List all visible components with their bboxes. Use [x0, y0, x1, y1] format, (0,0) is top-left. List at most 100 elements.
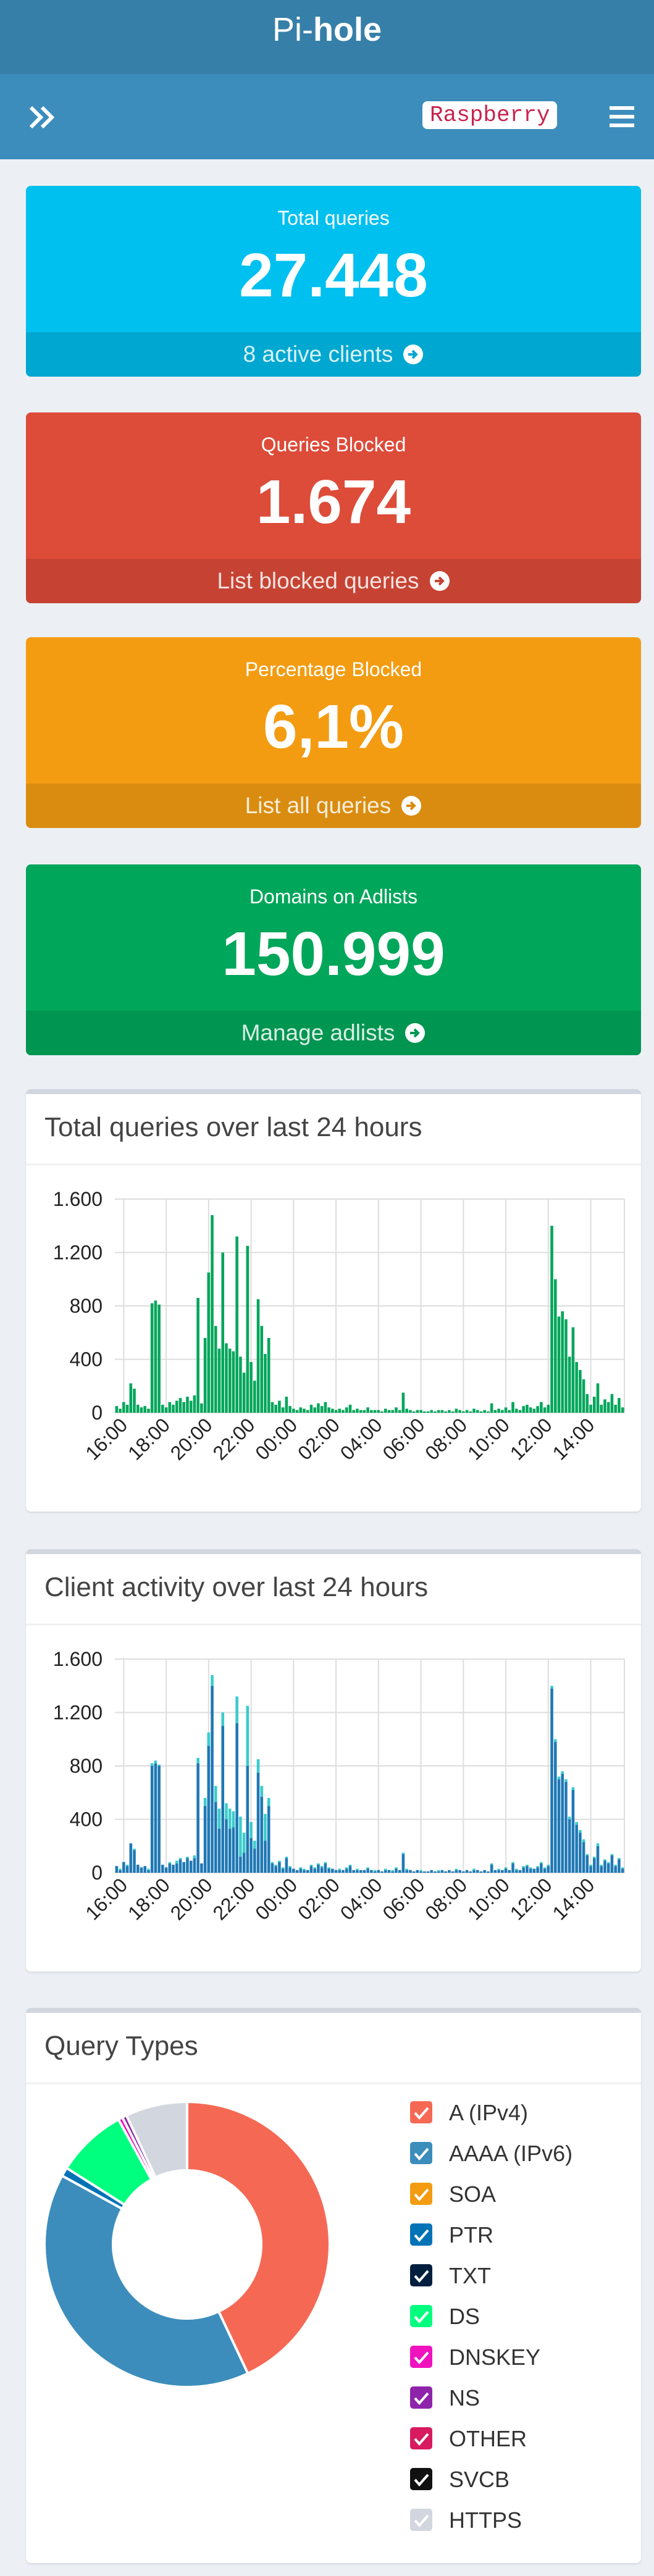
- bar: [246, 1245, 249, 1413]
- bar: [514, 1870, 518, 1873]
- bar: [306, 1410, 309, 1413]
- bar: [338, 1408, 342, 1413]
- bar: [154, 1763, 157, 1873]
- bar: [606, 1402, 610, 1413]
- legend-checkbox[interactable]: [410, 2142, 432, 2164]
- stat-link[interactable]: Manage adlists: [241, 1020, 395, 1045]
- bar: [154, 1760, 157, 1763]
- x-tick-label: 10:00: [463, 1873, 514, 1924]
- bar: [348, 1866, 352, 1873]
- bar: [412, 1411, 416, 1413]
- legend-label[interactable]: NS: [449, 2385, 480, 2411]
- x-tick-label: 00:00: [251, 1413, 301, 1464]
- stat-footer[interactable]: 8 active clients: [26, 332, 641, 377]
- bar: [610, 1854, 614, 1855]
- bar: [561, 1311, 564, 1413]
- bar: [175, 1860, 178, 1863]
- stat-title: Percentage Blocked: [245, 658, 422, 680]
- bar: [186, 1857, 189, 1859]
- stat-link[interactable]: List blocked queries: [217, 568, 419, 593]
- bar: [564, 1779, 568, 1782]
- bar: [281, 1407, 285, 1413]
- bar: [267, 1337, 270, 1413]
- legend-checkbox[interactable]: [410, 2346, 432, 2368]
- bar: [465, 1410, 469, 1413]
- legend-label[interactable]: DNSKEY: [449, 2344, 540, 2370]
- bar: [168, 1863, 172, 1873]
- legend-label[interactable]: AAAA (IPv6): [449, 2141, 572, 2166]
- sidebar-toggle[interactable]: [25, 99, 62, 136]
- bar: [585, 1854, 589, 1855]
- bar: [380, 1871, 384, 1873]
- bar: [143, 1406, 146, 1413]
- legend-checkbox[interactable]: [410, 2264, 432, 2286]
- bar: [352, 1870, 356, 1873]
- bar: [246, 1705, 249, 1766]
- bar: [338, 1870, 342, 1873]
- legend-label[interactable]: SOA: [449, 2181, 496, 2207]
- arrow-icon: [401, 796, 422, 816]
- legend-label[interactable]: SVCB: [449, 2467, 509, 2492]
- bar: [543, 1407, 547, 1413]
- bar: [511, 1862, 514, 1863]
- legend-label[interactable]: A (IPv4): [449, 2100, 528, 2125]
- legend-label[interactable]: HTTPS: [449, 2507, 522, 2533]
- legend-checkbox[interactable]: [410, 2183, 432, 2205]
- bar: [313, 1868, 316, 1873]
- legend-checkbox[interactable]: [410, 2386, 432, 2409]
- bar: [579, 1833, 582, 1873]
- bar: [593, 1858, 596, 1873]
- legend-label[interactable]: TXT: [449, 2263, 491, 2288]
- bar: [423, 1411, 426, 1413]
- stat-footer[interactable]: Manage adlists: [26, 1011, 641, 1055]
- bar: [409, 1870, 412, 1873]
- bar: [437, 1871, 440, 1873]
- legend-label[interactable]: DS: [449, 2304, 480, 2329]
- bar: [603, 1399, 606, 1413]
- bar: [267, 1805, 270, 1873]
- stat-title: Queries Blocked: [261, 433, 406, 456]
- legend-checkbox[interactable]: [410, 2101, 432, 2123]
- bar: [225, 1803, 228, 1820]
- bar: [444, 1871, 447, 1873]
- bar: [487, 1411, 490, 1413]
- bar: [232, 1811, 235, 1828]
- chart: Client activity over last 24 hours 0 400 80…: [26, 1572, 641, 1925]
- bar: [182, 1402, 186, 1413]
- stat-footer[interactable]: List all queries: [26, 784, 641, 828]
- bar: [239, 1357, 242, 1413]
- bar: [125, 1865, 129, 1867]
- stat-link[interactable]: List all queries: [245, 793, 392, 818]
- bar: [207, 1746, 211, 1873]
- bar: [469, 1411, 472, 1413]
- bar: [476, 1870, 479, 1873]
- x-tick-label: 18:00: [124, 1413, 174, 1464]
- stat-link[interactable]: 8 active clients: [243, 341, 393, 367]
- legend-checkbox[interactable]: [410, 2427, 432, 2449]
- bar: [221, 1252, 225, 1413]
- stat-footer[interactable]: List blocked queries: [26, 559, 641, 603]
- bar: [260, 1796, 264, 1873]
- bar: [285, 1397, 288, 1413]
- legend-label[interactable]: PTR: [449, 2222, 493, 2248]
- bar: [313, 1867, 316, 1869]
- chart-card: Client activity over last 24 hours 0 400 80…: [26, 1549, 641, 1972]
- legend-checkbox[interactable]: [410, 2468, 432, 2490]
- bar: [186, 1858, 189, 1873]
- legend-checkbox[interactable]: [410, 2223, 432, 2246]
- chart-card: Total queries over last 24 hours 0 400 800 1…: [26, 1089, 641, 1512]
- bar: [292, 1408, 295, 1413]
- bar: [324, 1863, 327, 1873]
- bar: [529, 1867, 532, 1869]
- bar: [260, 1786, 264, 1797]
- legend-label[interactable]: OTHER: [449, 2426, 527, 2451]
- stat-title: Total queries: [277, 207, 390, 229]
- legend-checkbox[interactable]: [410, 2509, 432, 2531]
- bar: [444, 1411, 447, 1413]
- bar: [606, 1863, 610, 1873]
- bar: [508, 1410, 511, 1413]
- legend-checkbox[interactable]: [410, 2305, 432, 2327]
- bar: [571, 1789, 575, 1873]
- bar: [122, 1862, 125, 1873]
- menu-button[interactable]: [607, 101, 638, 132]
